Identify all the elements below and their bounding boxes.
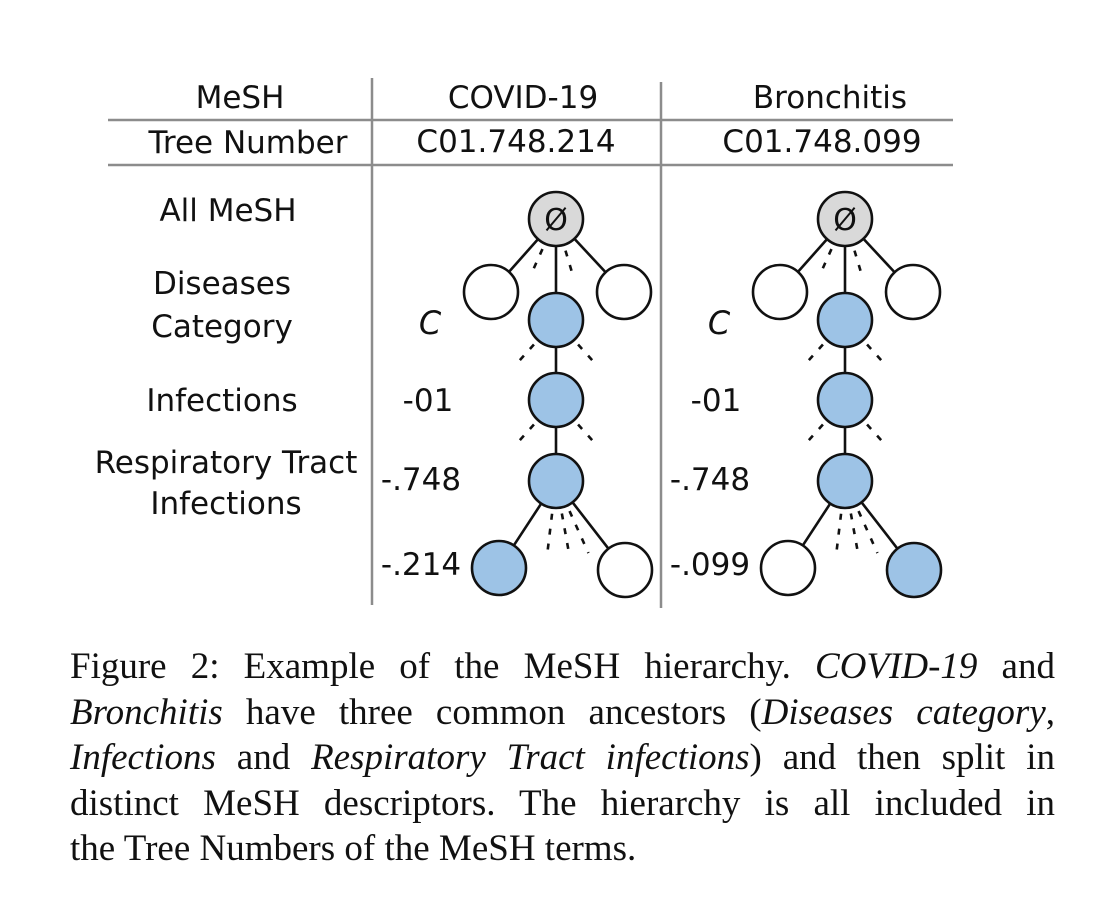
- level-label: Infections: [150, 486, 301, 522]
- tree-edge-dashed: [853, 250, 864, 276]
- tree-code-bronchitis: -01: [691, 383, 742, 419]
- tree-edge-dashed: [849, 513, 859, 550]
- header-covid: COVID-19: [448, 80, 598, 116]
- tree-edge-dashed: [546, 513, 554, 550]
- descriptor-node: [470, 539, 528, 597]
- tree-code-covid: C: [419, 304, 442, 342]
- caption-text: ,: [1045, 691, 1055, 733]
- tree-edge-dashed: [866, 343, 883, 362]
- root-symbol: Ø: [544, 203, 568, 238]
- tree-edge: [796, 238, 829, 273]
- tree-number-bronchitis: C01.748.099: [722, 124, 921, 160]
- caption-emphasis: Infections: [70, 737, 216, 778]
- tree-edge-dashed: [577, 423, 594, 442]
- caption-text: the Tree Numbers of the MeSH terms.: [70, 828, 637, 869]
- sibling-node: [462, 263, 520, 321]
- tree-edge: [573, 237, 607, 274]
- root-node: [527, 190, 585, 248]
- header-mesh: MeSH: [196, 80, 285, 116]
- caption-text: ) and then split in: [749, 737, 1055, 778]
- ancestor-node-respiratory: [816, 452, 874, 510]
- tree-code-bronchitis: C: [708, 304, 731, 342]
- tree-edge-dashed: [819, 248, 833, 274]
- caption-line: the Tree Numbers of the MeSH terms.: [70, 826, 1055, 872]
- caption-text: distinct MeSH descriptors. The hierarchy…: [70, 782, 1055, 824]
- tree-number-covid: C01.748.214: [416, 124, 615, 160]
- sibling-node: [884, 263, 942, 321]
- caption-line: Bronchitis have three common ancestors (…: [70, 690, 1055, 736]
- caption-text: have three common ancestors (: [222, 691, 762, 733]
- tree-edge-dashed: [866, 423, 883, 442]
- level-label: Category: [151, 309, 293, 345]
- caption-line: Infections and Respiratory Tract infecti…: [70, 735, 1055, 781]
- tree-code-bronchitis: -.099: [670, 547, 750, 583]
- table-grid: [108, 78, 953, 608]
- sibling-node: [751, 263, 809, 321]
- tree-code-covid: -.748: [381, 462, 461, 498]
- table-header: MeSH COVID-19 Bronchitis Tree Number C01…: [148, 80, 922, 161]
- caption-line: distinct MeSH descriptors. The hierarchy…: [70, 781, 1055, 827]
- level-labels: All MeSH Diseases Category Infections Respir…: [95, 193, 358, 522]
- descriptor-node: [885, 541, 943, 599]
- tree-edge-dashed: [564, 250, 575, 276]
- ancestor-node-infections: [816, 371, 874, 429]
- sibling-node: [759, 539, 817, 597]
- tree-code-covid: -01: [403, 383, 454, 419]
- tree-code-bronchitis: -.748: [670, 462, 750, 498]
- tree-edge-dashed: [835, 513, 843, 550]
- tree-edge: [862, 237, 896, 274]
- caption-text: and: [977, 646, 1055, 687]
- tree-edge-dashed: [518, 423, 535, 442]
- tree-edge-dashed: [577, 343, 594, 362]
- tree-edge-dashed: [807, 423, 824, 442]
- root-node: [816, 190, 874, 248]
- sibling-node: [595, 263, 653, 321]
- tree-edge-dashed: [518, 343, 535, 362]
- tree-covid-19: Ø: [462, 190, 654, 599]
- tree-edge: [512, 502, 543, 547]
- level-codes: C C -01 -01 -.748 -.748 -.214 -.099: [381, 304, 750, 583]
- figure-caption: Figure 2: Example of the MeSH hierarchy.…: [70, 644, 1055, 872]
- caption-emphasis: Respiratory Tract infections: [311, 737, 750, 778]
- tree-edge: [571, 501, 610, 550]
- level-label: All MeSH: [159, 193, 296, 229]
- tree-edge-dashed: [560, 513, 570, 550]
- caption-emphasis: COVID-19: [815, 646, 978, 687]
- ancestor-node-diseases: [527, 291, 585, 349]
- level-label: Respiratory Tract: [95, 445, 358, 481]
- tree-edge-dashed: [807, 343, 824, 362]
- caption-emphasis: Bronchitis: [70, 691, 223, 733]
- root-symbol: Ø: [833, 203, 857, 238]
- header-bronchitis: Bronchitis: [753, 80, 907, 116]
- caption-emphasis: Diseases category: [761, 691, 1046, 733]
- ancestor-node-infections: [527, 371, 585, 429]
- level-label: Diseases: [153, 266, 291, 302]
- sibling-node: [596, 541, 654, 599]
- ancestor-node-diseases: [816, 291, 874, 349]
- tree-edge: [801, 502, 832, 547]
- tree-edge-dashed: [530, 248, 544, 274]
- level-label: Infections: [146, 383, 297, 419]
- ancestor-node-respiratory: [527, 452, 585, 510]
- caption-text: and: [215, 737, 312, 778]
- tree-code-covid: -.214: [381, 547, 461, 583]
- tree-edge: [507, 238, 540, 273]
- caption-line: Figure 2: Example of the MeSH hierarchy.…: [70, 644, 1055, 690]
- tree-number-label: Tree Number: [148, 125, 348, 161]
- tree-edge: [860, 501, 899, 550]
- caption-text: Figure 2: Example of the MeSH hierarchy.: [70, 646, 816, 687]
- tree-bronchitis: Ø: [751, 190, 943, 599]
